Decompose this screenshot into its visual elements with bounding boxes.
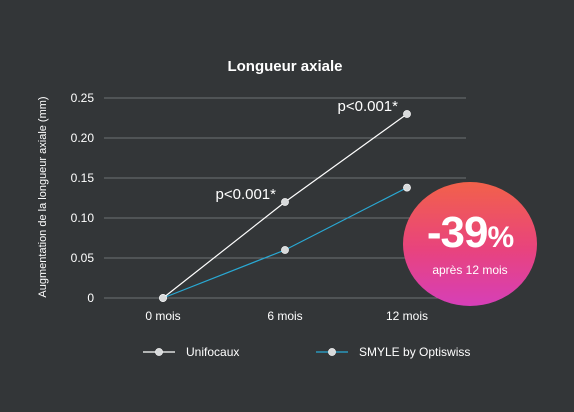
chart-title: Longueur axiale xyxy=(227,58,342,75)
data-point xyxy=(281,198,289,206)
reduction-badge: -39% après 12 mois xyxy=(403,182,537,306)
legend: Unifocaux SMYLE by Optiswiss xyxy=(143,345,470,359)
legend-label: SMYLE by Optiswiss xyxy=(359,345,470,359)
y-tick-label: 0.10 xyxy=(71,211,95,225)
series-lines xyxy=(159,110,411,302)
p-value-annotation: p<0.001* xyxy=(216,186,277,203)
legend-marker xyxy=(155,348,163,356)
data-point xyxy=(281,246,289,254)
x-tick-label: 12 mois xyxy=(386,309,428,323)
data-point xyxy=(403,110,411,118)
data-point xyxy=(159,294,167,302)
y-tick-label: 0.15 xyxy=(71,171,95,185)
x-tick-label: 0 mois xyxy=(145,309,180,323)
x-tick-label: 6 mois xyxy=(267,309,302,323)
p-value-annotation: p<0.001* xyxy=(338,98,399,115)
badge-value: -39% xyxy=(426,208,514,260)
annotations: p<0.001* p<0.001* xyxy=(216,98,399,203)
data-point xyxy=(403,183,411,192)
badge-number: -39 xyxy=(426,208,489,257)
legend-label: Unifocaux xyxy=(186,345,239,359)
y-tick-label: 0 xyxy=(87,291,94,305)
badge-unit: % xyxy=(487,221,514,254)
x-tick-labels: 0 mois 6 mois 12 mois xyxy=(145,309,428,323)
y-tick-label: 0.25 xyxy=(71,91,95,105)
legend-marker xyxy=(328,348,336,356)
y-axis-label: Augmentation de la longueur axiale (mm) xyxy=(37,96,49,297)
y-tick-labels: 0 0.05 0.10 0.15 0.20 0.25 xyxy=(71,91,95,305)
y-tick-label: 0.05 xyxy=(71,251,95,265)
y-tick-label: 0.20 xyxy=(71,131,95,145)
badge-subtitle: après 12 mois xyxy=(432,263,508,277)
